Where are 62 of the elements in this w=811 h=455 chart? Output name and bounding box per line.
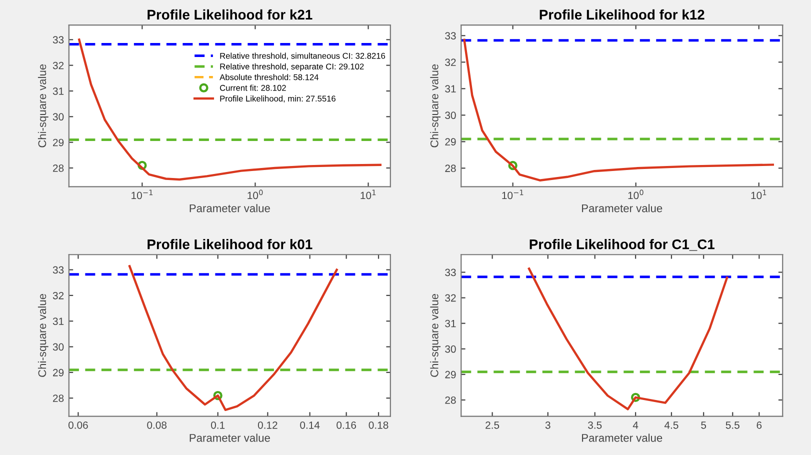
y-tick-label: 30	[52, 113, 64, 121]
chart-title: Profile Likelihood for k12	[540, 9, 704, 20]
x-tick-label: 4.5	[664, 422, 678, 429]
y-axis-title: Chi-square value	[38, 294, 48, 377]
x-tick-label: 0.16	[336, 421, 356, 429]
y-tick-label: 32	[52, 62, 64, 70]
x-axis-title: Parameter value	[190, 434, 270, 442]
y-tick-label: 28	[53, 164, 64, 172]
y-tick-label: 31	[445, 320, 456, 328]
x-tick-label: 0.12	[258, 421, 278, 429]
y-tick-label: 32	[52, 292, 64, 300]
y-tick-label: 31	[445, 85, 456, 93]
x-tick-label: 3	[545, 421, 550, 429]
chart-title: Profile Likelihood for k21	[148, 9, 312, 20]
y-tick-label: 31	[52, 87, 64, 95]
x-tick-label: 5.5	[726, 422, 740, 429]
y-tick-label: 30	[445, 345, 456, 353]
legend-label: Relative threshold, separate CI: 29.102	[220, 63, 364, 72]
y-tick-label: 29	[53, 368, 64, 376]
x-tick-label: 6	[756, 421, 762, 429]
x-tick-label: 5	[701, 422, 706, 429]
y-tick-label: 30	[445, 112, 456, 120]
y-tick-label: 28	[445, 396, 456, 404]
legend-label: Absolute threshold: 58.124	[220, 74, 318, 80]
y-tick-label: 31	[52, 318, 64, 325]
x-tick-label: 10$^{0}$	[248, 190, 263, 200]
legend-label: Profile Likelihood, min: 27.5516	[220, 95, 336, 103]
y-tick-label: 32	[445, 58, 456, 66]
x-tick-label: 0.08	[147, 421, 167, 429]
x-axis-title: Parameter value	[190, 204, 270, 212]
legend-label: Relative threshold, simultaneous CI: 32.8216	[220, 52, 386, 60]
y-axis-title: Chi-square value	[430, 294, 441, 377]
y-tick-label: 33	[445, 32, 456, 40]
y-tick-label: 29	[445, 138, 456, 146]
y-tick-label: 33	[445, 268, 456, 276]
x-axis-title: Parameter value	[582, 434, 662, 442]
x-axis-title: Parameter value	[582, 204, 662, 212]
x-tick-label: 3.5	[588, 421, 602, 429]
y-tick-label: 29	[445, 370, 456, 378]
x-tick-label: 10$^{0}$	[628, 190, 644, 200]
y-axis-title: Chi-square value	[430, 64, 441, 148]
chart-title: Profile Likelihood for k01	[148, 239, 312, 250]
x-tick-label: 2.5	[486, 421, 500, 429]
y-tick-label: 33	[52, 36, 64, 44]
x-tick-label: 10$^{−1}$	[132, 190, 153, 200]
y-axis-title: Chi-square value	[38, 64, 48, 148]
y-tick-label: 28	[53, 394, 64, 402]
x-tick-label: 10$^{−1}$	[502, 190, 524, 200]
y-tick-label: 32	[445, 294, 456, 302]
y-tick-label: 30	[52, 343, 64, 351]
x-tick-label: 0.06	[68, 421, 88, 429]
x-tick-label: 10$^{1}$	[751, 190, 766, 200]
legend-label: Current fit: 28.102	[220, 84, 286, 91]
y-tick-label: 29	[53, 138, 64, 146]
y-tick-label: 33	[52, 266, 64, 274]
x-tick-label: 0.14	[300, 421, 320, 429]
y-tick-label: 28	[445, 164, 456, 172]
x-tick-label: 0.1	[211, 421, 225, 429]
x-tick-label: 0.18	[368, 421, 388, 429]
x-tick-label: 4	[632, 422, 638, 429]
x-tick-label: 10$^{1}$	[360, 190, 376, 200]
chart-title: Profile Likelihood for C1_C1	[530, 239, 714, 251]
